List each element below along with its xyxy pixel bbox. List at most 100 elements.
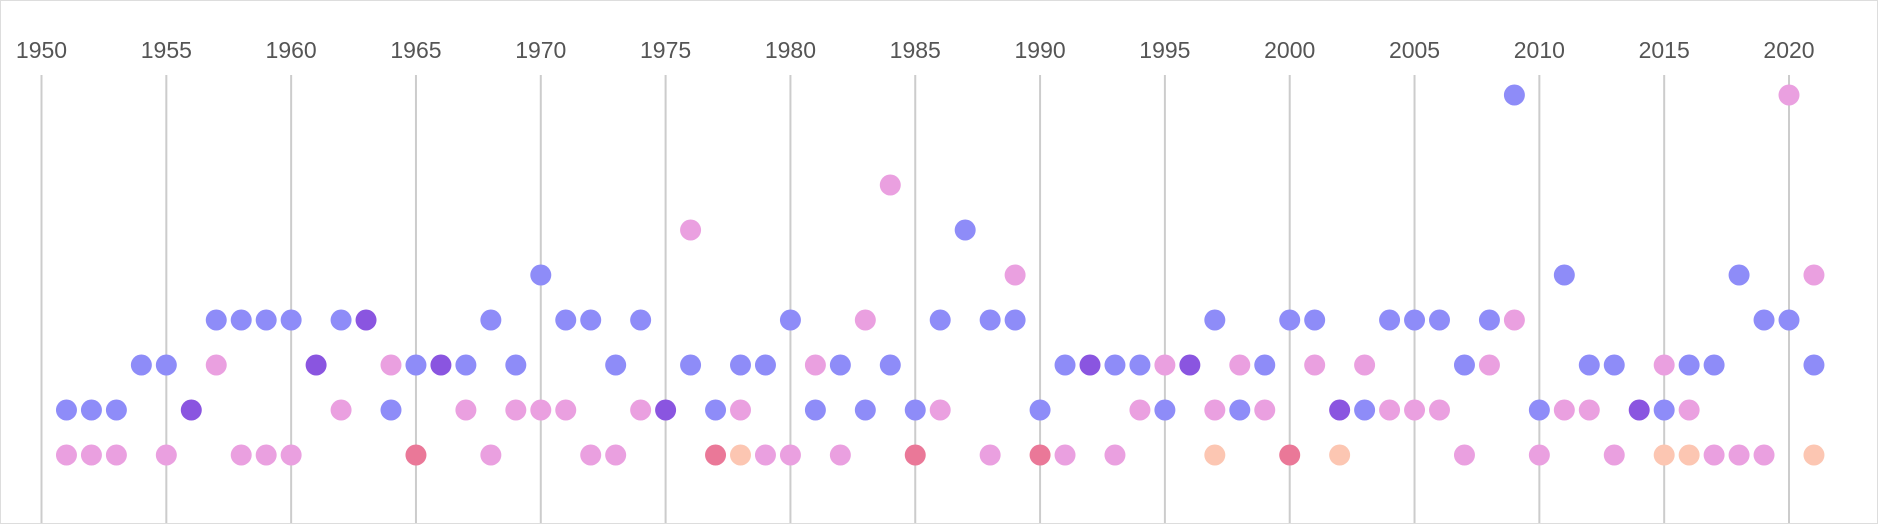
data-point [1304,354,1326,376]
data-point [405,354,427,376]
data-point [1279,309,1301,331]
data-point [330,309,352,331]
x-tick-label: 1980 [765,37,816,63]
data-point [555,399,577,421]
x-tick-label: 1970 [515,37,566,63]
data-point [480,309,502,331]
data-point [1503,309,1525,331]
data-point [1429,309,1450,331]
data-point [230,444,252,466]
data-point [630,309,652,331]
data-point [804,399,826,421]
data-point [255,444,277,466]
data-point [105,399,127,421]
data-point [680,219,702,241]
data-point [55,399,77,421]
data-point [854,309,876,331]
data-point [1603,354,1625,376]
data-point [555,309,577,331]
data-point [1229,399,1251,421]
data-point [1404,399,1426,421]
data-point [230,309,252,331]
data-point [180,399,202,421]
data-point [1553,264,1575,286]
data-point [630,399,652,421]
data-point [505,399,527,421]
data-point [380,354,402,376]
data-point [1653,444,1675,466]
data-point [1453,354,1475,376]
data-point [779,444,801,466]
data-point [1578,399,1600,421]
data-point [1079,354,1101,376]
data-point [1803,264,1825,286]
data-point [280,444,302,466]
data-point [580,309,602,331]
data-point [1354,354,1376,376]
data-point [1528,399,1550,421]
data-point [1354,399,1376,421]
data-point [1179,354,1201,376]
data-point [1478,354,1500,376]
data-point [779,309,801,331]
data-point [380,399,402,421]
data-point [1503,84,1525,106]
data-point [155,444,177,466]
data-point [1653,354,1675,376]
data-point [1054,444,1076,466]
data-point [1453,444,1475,466]
data-point [1429,399,1450,421]
data-point [430,354,452,376]
data-point [1129,399,1151,421]
data-point [580,444,602,466]
x-tick-label: 2010 [1514,37,1565,63]
x-tick-label: 1955 [141,37,192,63]
data-point [130,354,152,376]
data-point [80,399,102,421]
data-point [1778,309,1800,331]
data-point [1528,444,1550,466]
data-point [1204,444,1226,466]
data-point [530,399,552,421]
data-point [854,399,876,421]
data-point [1753,444,1775,466]
data-point [255,309,277,331]
data-point [1703,354,1725,376]
data-point [929,399,951,421]
x-tick-label: 1965 [390,37,441,63]
data-point [530,264,552,286]
data-point [55,444,77,466]
data-point [1329,444,1351,466]
data-point [1678,354,1700,376]
x-tick-label: 1995 [1139,37,1190,63]
data-point [355,309,377,331]
data-point [205,354,227,376]
data-point [1379,399,1401,421]
data-point [1154,354,1176,376]
data-point [730,354,751,376]
data-point [1703,444,1725,466]
data-point [605,444,627,466]
data-point [680,354,702,376]
x-tick-label: 1960 [266,37,317,63]
data-point [455,354,477,376]
data-point [730,399,751,421]
data-point [904,399,926,421]
data-point [1004,309,1026,331]
data-point [829,354,851,376]
data-point [1054,354,1076,376]
x-tick-label: 2000 [1264,37,1315,63]
data-point [1329,399,1351,421]
data-point [1104,354,1126,376]
data-point [605,354,627,376]
data-point [904,444,926,466]
data-point [1578,354,1600,376]
data-point [705,399,727,421]
data-point [1104,444,1126,466]
data-point [1154,399,1176,421]
data-point [505,354,527,376]
data-point [405,444,427,466]
data-point [655,399,677,421]
data-point [879,354,901,376]
